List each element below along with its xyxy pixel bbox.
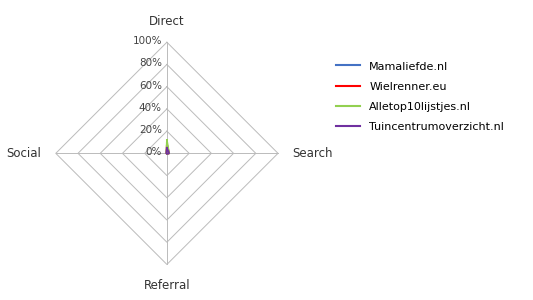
Text: 20%: 20% [139,125,162,135]
Text: 100%: 100% [132,36,162,46]
Legend: Mamaliefde.nl, Wielrenner.eu, Alletop10lijstjes.nl, Tuincentrumoverzicht.nl: Mamaliefde.nl, Wielrenner.eu, Alletop10l… [336,61,504,133]
Text: Search: Search [293,147,333,160]
Text: 0%: 0% [146,147,162,157]
Text: 40%: 40% [139,103,162,113]
Polygon shape [166,146,169,154]
Polygon shape [166,148,169,154]
Text: 80%: 80% [139,58,162,68]
Text: Social: Social [6,147,42,160]
Text: 60%: 60% [139,81,162,91]
Polygon shape [166,140,169,154]
Polygon shape [166,143,169,154]
Text: Referral: Referral [143,279,190,292]
Text: Direct: Direct [149,15,185,28]
